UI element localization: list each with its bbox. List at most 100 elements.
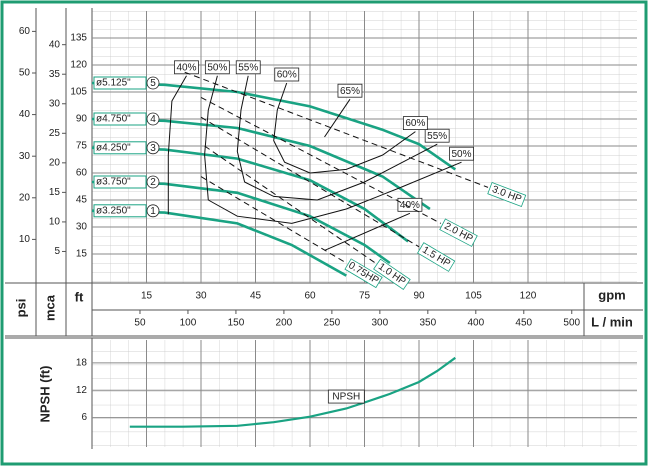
impeller-label-box <box>93 112 147 126</box>
power-curve <box>200 116 420 248</box>
npsh-label-box <box>327 389 365 404</box>
y-tick-label: 120 <box>70 60 87 71</box>
impeller-label: ø4.250" <box>96 142 131 153</box>
y3-axis-title: psi <box>13 299 28 318</box>
efficiency-label-box <box>174 60 199 75</box>
impeller-curve <box>91 81 457 171</box>
layout-lines <box>5 8 643 449</box>
efficiency-label-box <box>235 60 261 75</box>
y-tick-label: 105 <box>70 87 87 98</box>
efficiency-label: 40% <box>400 200 420 211</box>
x-tick-label: 75 <box>359 291 371 302</box>
efficiency-label: 55% <box>238 62 258 73</box>
y-tick-label: 30 <box>76 222 88 233</box>
impeller-number: 5 <box>150 78 156 89</box>
x2-tick-label: 400 <box>467 318 484 329</box>
x2-tick-label: 350 <box>419 318 436 329</box>
efficiency-label-box <box>204 60 230 75</box>
power-label-box <box>344 258 383 289</box>
impeller-number: 1 <box>150 206 156 217</box>
y2-tick-label: 5 <box>54 246 60 257</box>
impeller-label-box <box>93 204 147 218</box>
efficiency-label-box <box>402 116 428 130</box>
efficiency-label-box <box>449 146 474 161</box>
efficiency-label-box <box>424 128 450 143</box>
y2-tick-label: 35 <box>49 69 61 80</box>
impeller-label: ø3.250" <box>96 205 131 216</box>
efficiency-curve <box>167 75 411 251</box>
efficiency-label-box <box>274 67 300 82</box>
npsh-label: NPSH <box>332 392 360 403</box>
power-curve <box>200 176 347 264</box>
efficiency-label: 50% <box>207 62 227 73</box>
impeller-label-box <box>93 76 147 90</box>
y-axis-title: ft <box>75 289 84 304</box>
impeller-label: ø3.750" <box>96 177 131 188</box>
power-label-box <box>373 258 411 290</box>
impeller-number: 4 <box>150 114 156 125</box>
x-axis-title: gpm <box>598 287 625 302</box>
y2-tick-label: 30 <box>49 98 61 109</box>
x2-tick-label: 100 <box>180 318 197 329</box>
efficiency-curve <box>236 75 438 201</box>
y2-tick-label: 20 <box>49 157 61 168</box>
impeller-number-circle <box>146 112 160 126</box>
x2-tick-label: 50 <box>134 318 146 329</box>
impeller-label: ø4.750" <box>96 114 131 125</box>
x2-tick-label: 500 <box>563 318 580 329</box>
power-label-box <box>439 218 478 247</box>
y-tick-label: 60 <box>76 168 88 179</box>
x2-axis-title: L / min <box>591 314 633 329</box>
npsh-curve <box>129 356 456 428</box>
power-label-box <box>417 242 456 272</box>
x-tick-label: 90 <box>413 291 425 302</box>
efficiency-label-box <box>397 197 423 212</box>
y-tick-label: 45 <box>76 195 88 206</box>
efficiency-curve <box>204 75 462 224</box>
efficiency-label-box <box>337 83 363 98</box>
y3-tick-label: 50 <box>19 68 31 79</box>
npsh-tick-label: 12 <box>76 385 88 396</box>
y3-tick-label: 30 <box>19 151 31 162</box>
x2-tick-label: 200 <box>276 318 293 329</box>
y2-axis-title: mca <box>42 294 57 321</box>
npsh-tick-label: 18 <box>76 357 88 368</box>
y3-tick-label: 60 <box>19 26 31 37</box>
impeller-label-box <box>93 141 147 155</box>
y2-tick-label: 25 <box>49 128 61 139</box>
impeller-number-circle <box>146 76 160 90</box>
efficiency-curve <box>273 82 416 174</box>
x-tick-label: 30 <box>195 291 207 302</box>
impeller-label-box <box>93 175 147 189</box>
y3-tick-label: 20 <box>19 192 31 203</box>
y-tick-label: 75 <box>76 141 88 152</box>
efficiency-label: 60% <box>277 70 297 81</box>
efficiency-label: 65% <box>340 86 360 97</box>
efficiency-label: 55% <box>427 131 447 142</box>
impeller-number: 2 <box>150 177 156 188</box>
x2-tick-label: 150 <box>228 318 245 329</box>
y3-tick-label: 40 <box>19 109 31 120</box>
efficiency-label: 60% <box>405 118 425 129</box>
impeller-label: ø5.125" <box>96 78 131 89</box>
x2-tick-label: 250 <box>324 318 341 329</box>
npsh-tick-label: 6 <box>81 412 87 423</box>
x-tick-label: 60 <box>304 291 316 302</box>
x-tick-label: 15 <box>141 291 153 302</box>
x-tick-label: 120 <box>520 291 537 302</box>
y2-tick-label: 40 <box>49 39 61 50</box>
efficiency-curve <box>324 98 351 138</box>
efficiency-label: 50% <box>452 149 472 160</box>
x-tick-label: 45 <box>250 291 262 302</box>
power-label-box <box>487 181 527 208</box>
x2-tick-label: 450 <box>515 318 532 329</box>
impeller-number-circle <box>146 204 160 218</box>
x-tick-label: 105 <box>465 291 482 302</box>
y-tick-label: 135 <box>70 33 87 44</box>
y2-tick-label: 15 <box>49 187 61 198</box>
x2-tick-label: 300 <box>372 318 389 329</box>
efficiency-label: 40% <box>176 62 196 73</box>
power-curve <box>204 145 376 264</box>
y-tick-label: 15 <box>76 249 88 260</box>
